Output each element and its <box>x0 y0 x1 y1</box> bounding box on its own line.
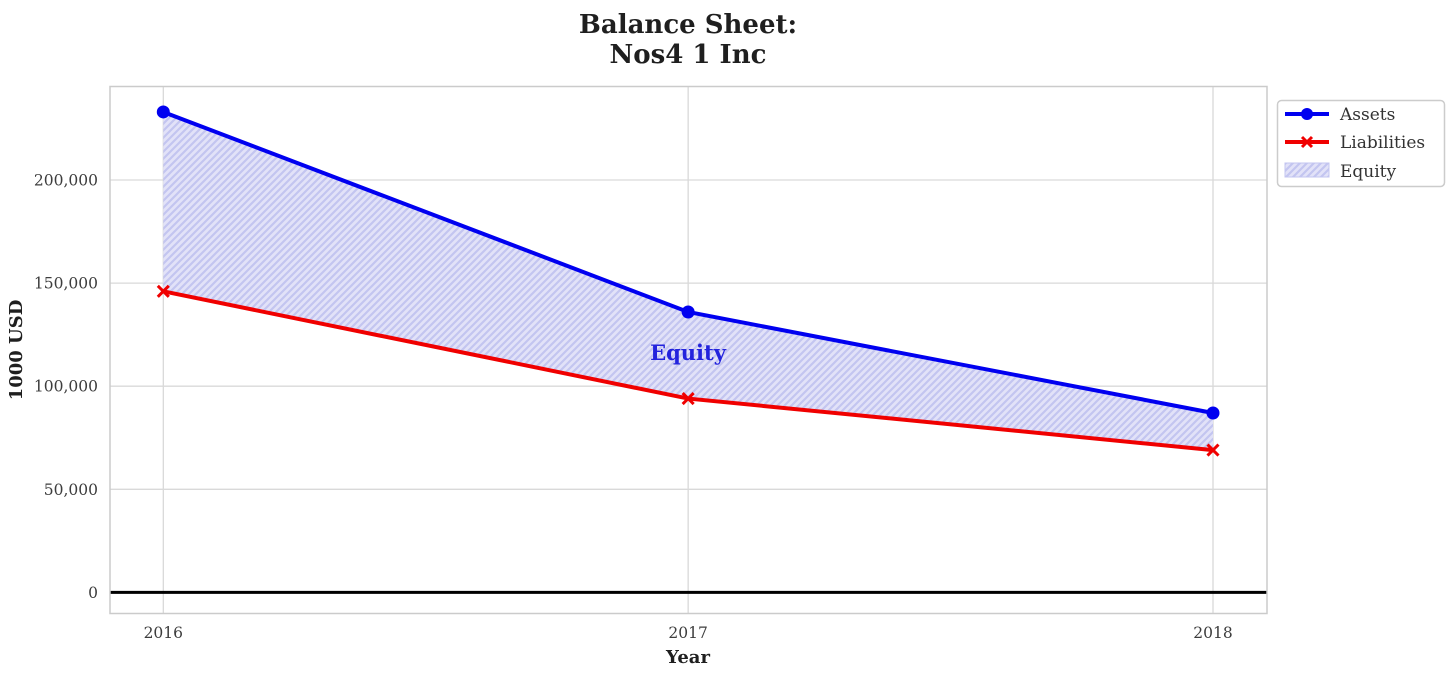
x-axis-tick-labels: 2016 2017 2018 <box>144 624 1233 642</box>
legend-label-assets: Assets <box>1339 105 1395 125</box>
liabilities-series <box>156 284 1220 457</box>
y-tick-label: 200,000 <box>34 172 98 190</box>
legend-assets-circle-marker-icon <box>1301 108 1313 120</box>
x-axis-label: Year <box>665 647 710 668</box>
equity-area-annotation: Equity <box>650 340 727 365</box>
y-tick-label: 50,000 <box>44 481 98 499</box>
liabilities-data-point-marker <box>681 392 695 406</box>
y-tick-label: 0 <box>88 584 98 602</box>
legend-liabilities-x-marker-icon <box>1300 135 1314 149</box>
legend-entry-equity: Equity <box>1284 162 1397 182</box>
x-tick-label: 2016 <box>144 624 183 642</box>
legend-entry-liabilities: Liabilities <box>1285 133 1425 153</box>
liabilities-data-point-marker <box>1206 443 1220 457</box>
legend-label-equity: Equity <box>1340 162 1397 182</box>
x-tick-label: 2018 <box>1193 624 1232 642</box>
x-tick-label: 2017 <box>668 624 707 642</box>
assets-data-point-marker <box>1206 406 1220 420</box>
plot-border <box>109 85 1268 615</box>
y-tick-label: 150,000 <box>34 275 98 293</box>
assets-series <box>156 105 1220 420</box>
assets-data-point-marker <box>156 105 170 119</box>
equity-polygon <box>163 111 1213 451</box>
y-axis-label: 1000 USD <box>6 300 27 401</box>
assets-data-point-marker <box>681 305 695 319</box>
y-axis-tick-labels: 0 50,000 100,000 150,000 200,000 <box>34 172 98 602</box>
chart-title-line-1: Balance Sheet: <box>579 10 797 40</box>
legend-label-liabilities: Liabilities <box>1340 133 1425 153</box>
y-tick-label: 100,000 <box>34 378 98 396</box>
liabilities-data-point-marker <box>156 284 170 298</box>
legend: Assets Liabilities Equity <box>1276 99 1446 188</box>
legend-equity-hatch-patch-icon <box>1284 162 1330 178</box>
equity-fill-area <box>163 111 1213 451</box>
chart-title-line-2: Nos4 1 Inc <box>610 40 767 70</box>
legend-entry-assets: Assets <box>1285 105 1395 125</box>
